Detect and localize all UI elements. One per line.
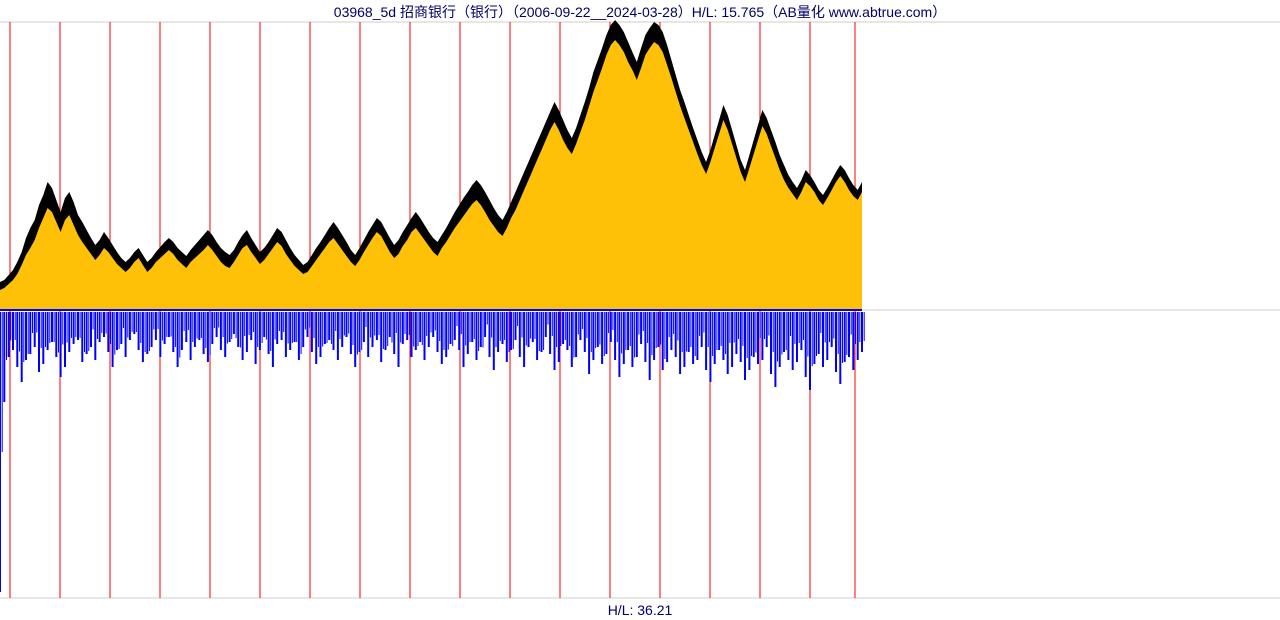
- stock-chart-container: 03968_5d 招商银行（银行）（2006-09-22__2024-03-28…: [0, 0, 1280, 620]
- chart-bottom-label: H/L: 36.21: [0, 602, 1280, 618]
- chart-canvas: [0, 0, 1280, 620]
